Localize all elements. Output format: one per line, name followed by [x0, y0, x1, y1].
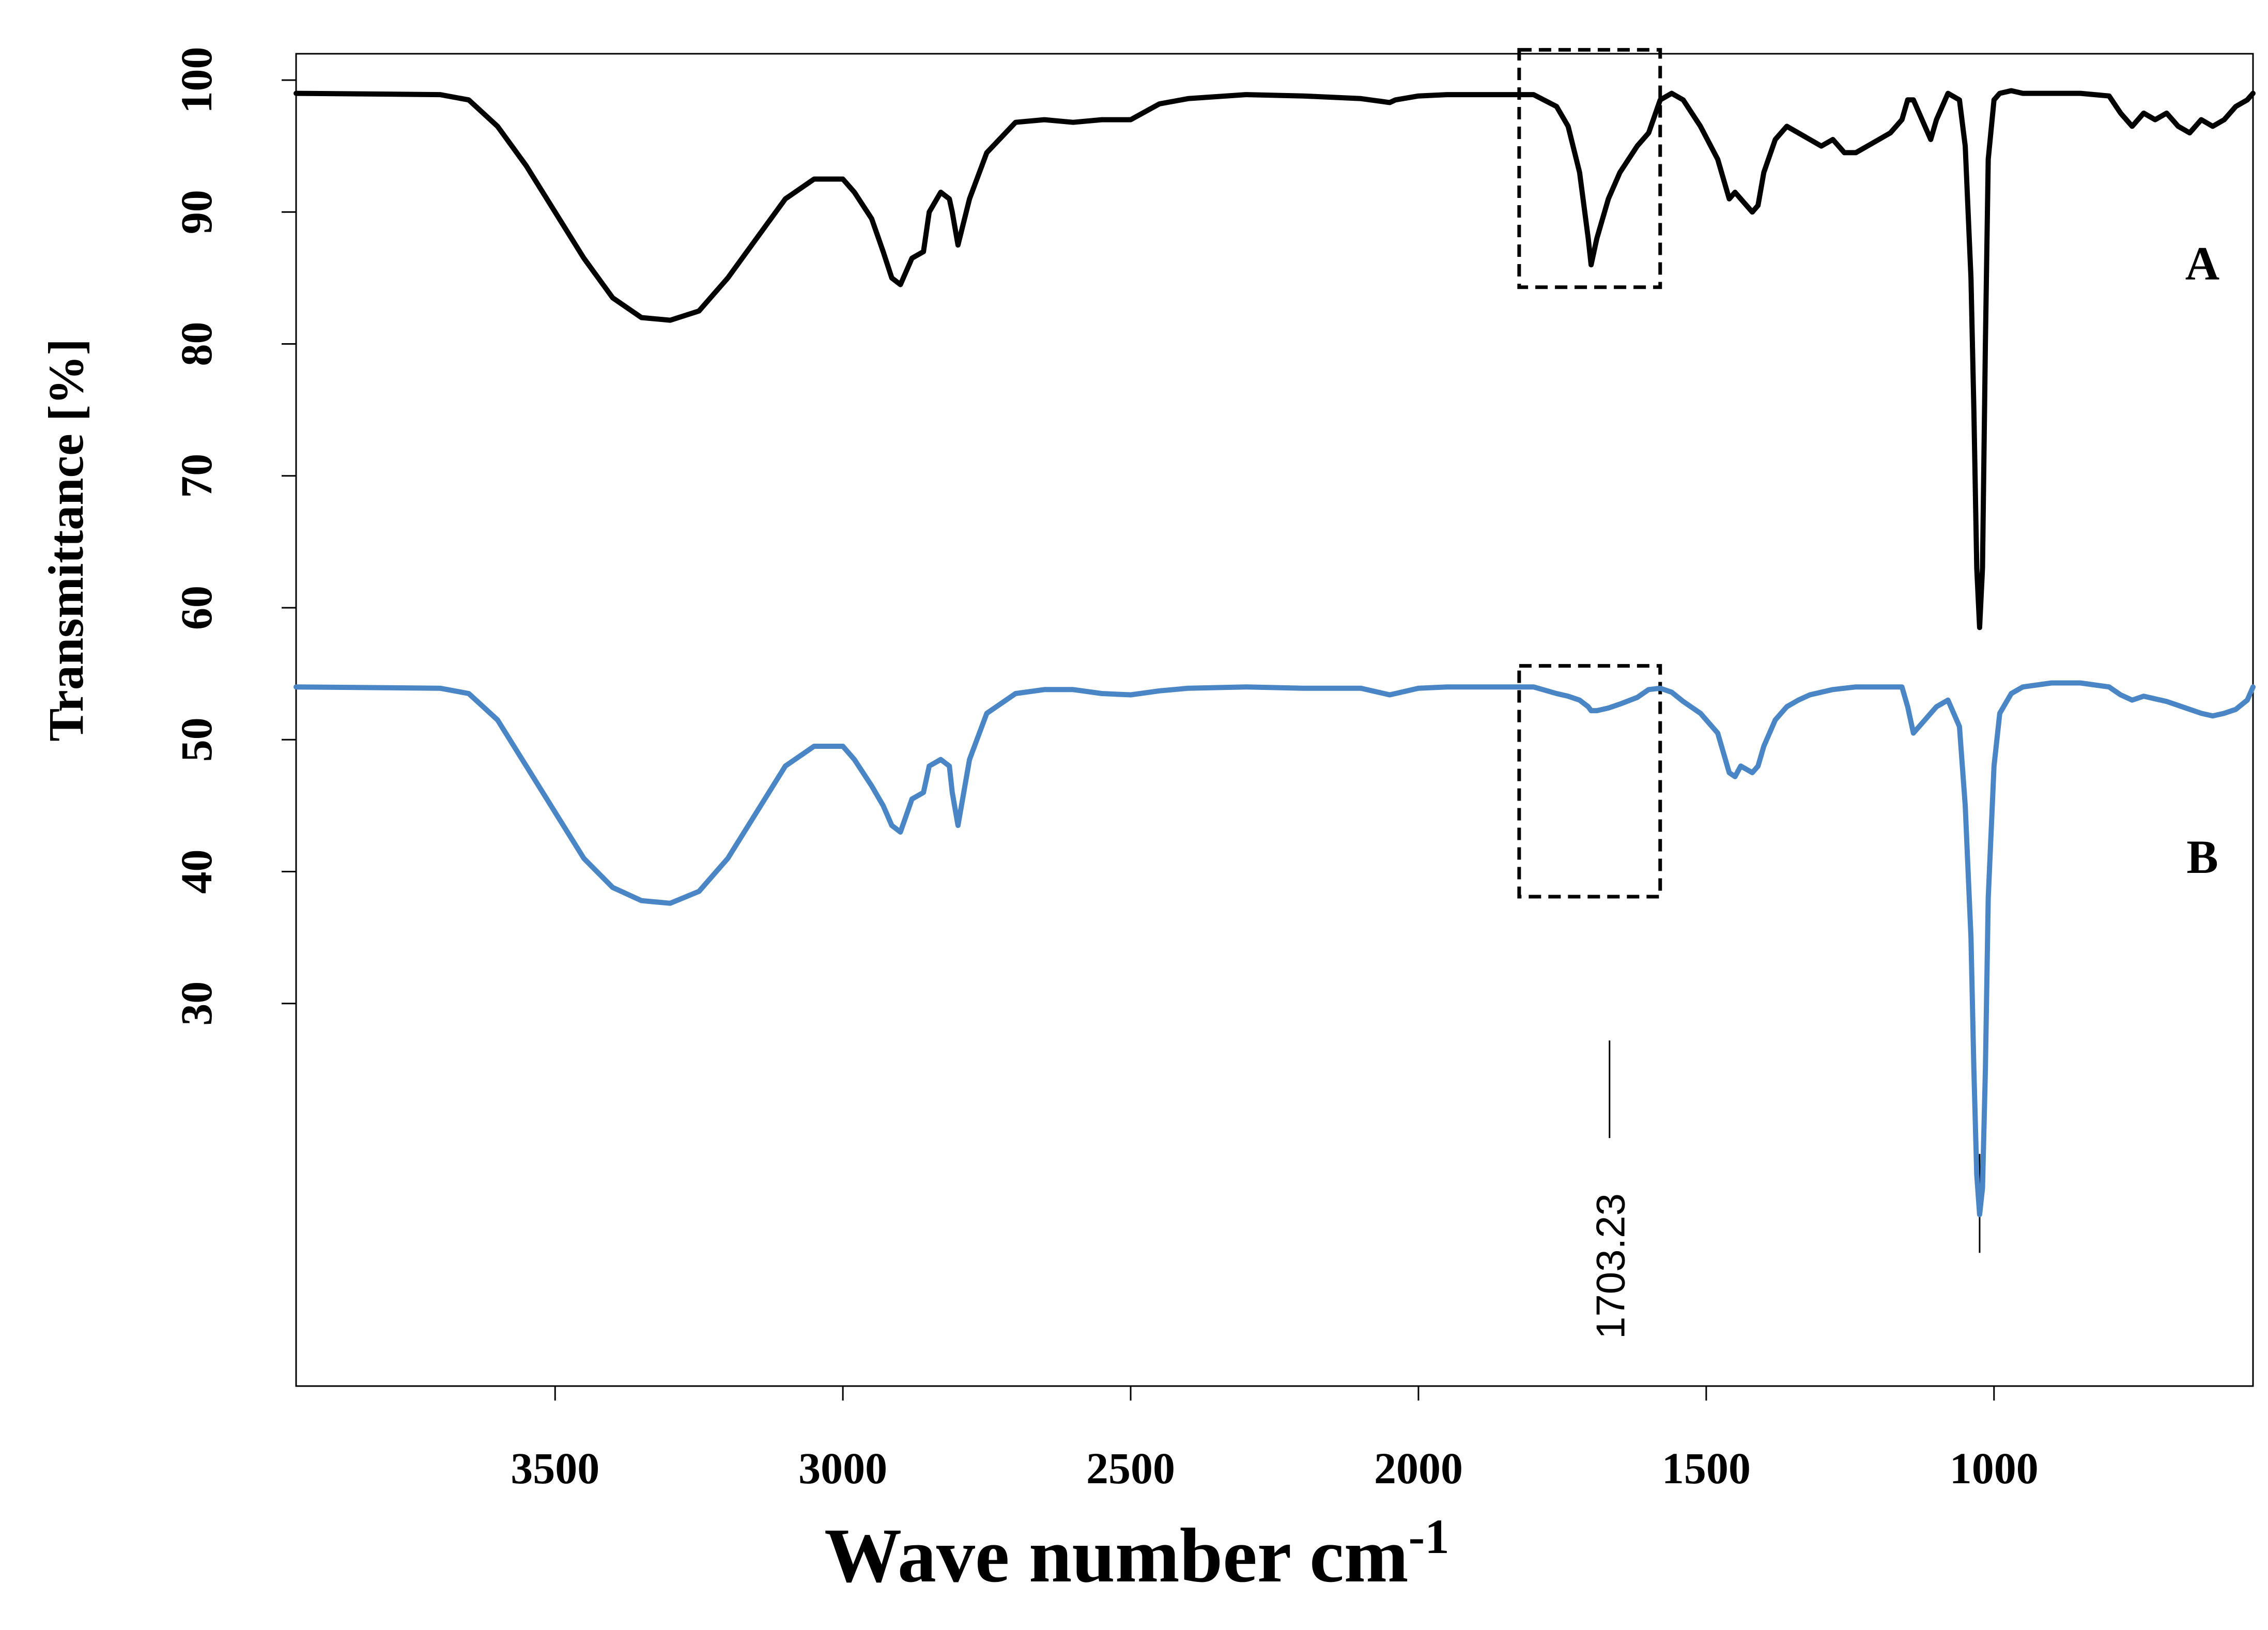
y-tick-label: 90 [172, 190, 221, 234]
x-axis-title-superscript: -1 [1409, 1509, 1449, 1564]
series-label-b: B [2186, 831, 2218, 883]
highlight-box-a [1517, 48, 1662, 289]
x-axis-title-text: Wave number cm [824, 1513, 1409, 1598]
x-tick-label: 1000 [1950, 1443, 2039, 1493]
x-axis-title: Wave number cm-1 [824, 1509, 1449, 1598]
x-tick-label: 1500 [1662, 1443, 1751, 1493]
axes-layer: 3500 3000 2500 2000 1500 1000 100 90 80 70 60 50 40 3… [172, 47, 2254, 1493]
series-label-a: A [2185, 237, 2219, 290]
y-tick-label: 70 [172, 454, 221, 498]
y-tick-label: 100 [172, 47, 221, 114]
plot-frame [295, 53, 2254, 1387]
x-tick-label: 2000 [1374, 1443, 1463, 1493]
highlight-box-b [1517, 664, 1662, 899]
y-tick-label: 80 [172, 322, 221, 366]
x-tick-label: 2500 [1086, 1443, 1175, 1493]
series-line-a [294, 88, 2256, 631]
peak-label-text: 1703.23 [1588, 1193, 1633, 1339]
y-tick-label: 30 [172, 981, 221, 1026]
annotation-layer: 1703.23 [1517, 48, 1981, 1339]
x-tick-label: 3000 [798, 1443, 887, 1493]
x-tick-label: 3500 [511, 1443, 599, 1493]
y-tick-label: 50 [172, 717, 221, 762]
y-tick-label: 40 [172, 850, 221, 894]
y-axis-title: Transmittance [%] [38, 339, 94, 741]
series-layer: AB [294, 88, 2256, 1218]
label-layer: Transmittance [%] Wave number cm-1 [38, 339, 1449, 1598]
y-tick-label: 60 [172, 586, 221, 630]
series-line-b [294, 680, 2256, 1218]
